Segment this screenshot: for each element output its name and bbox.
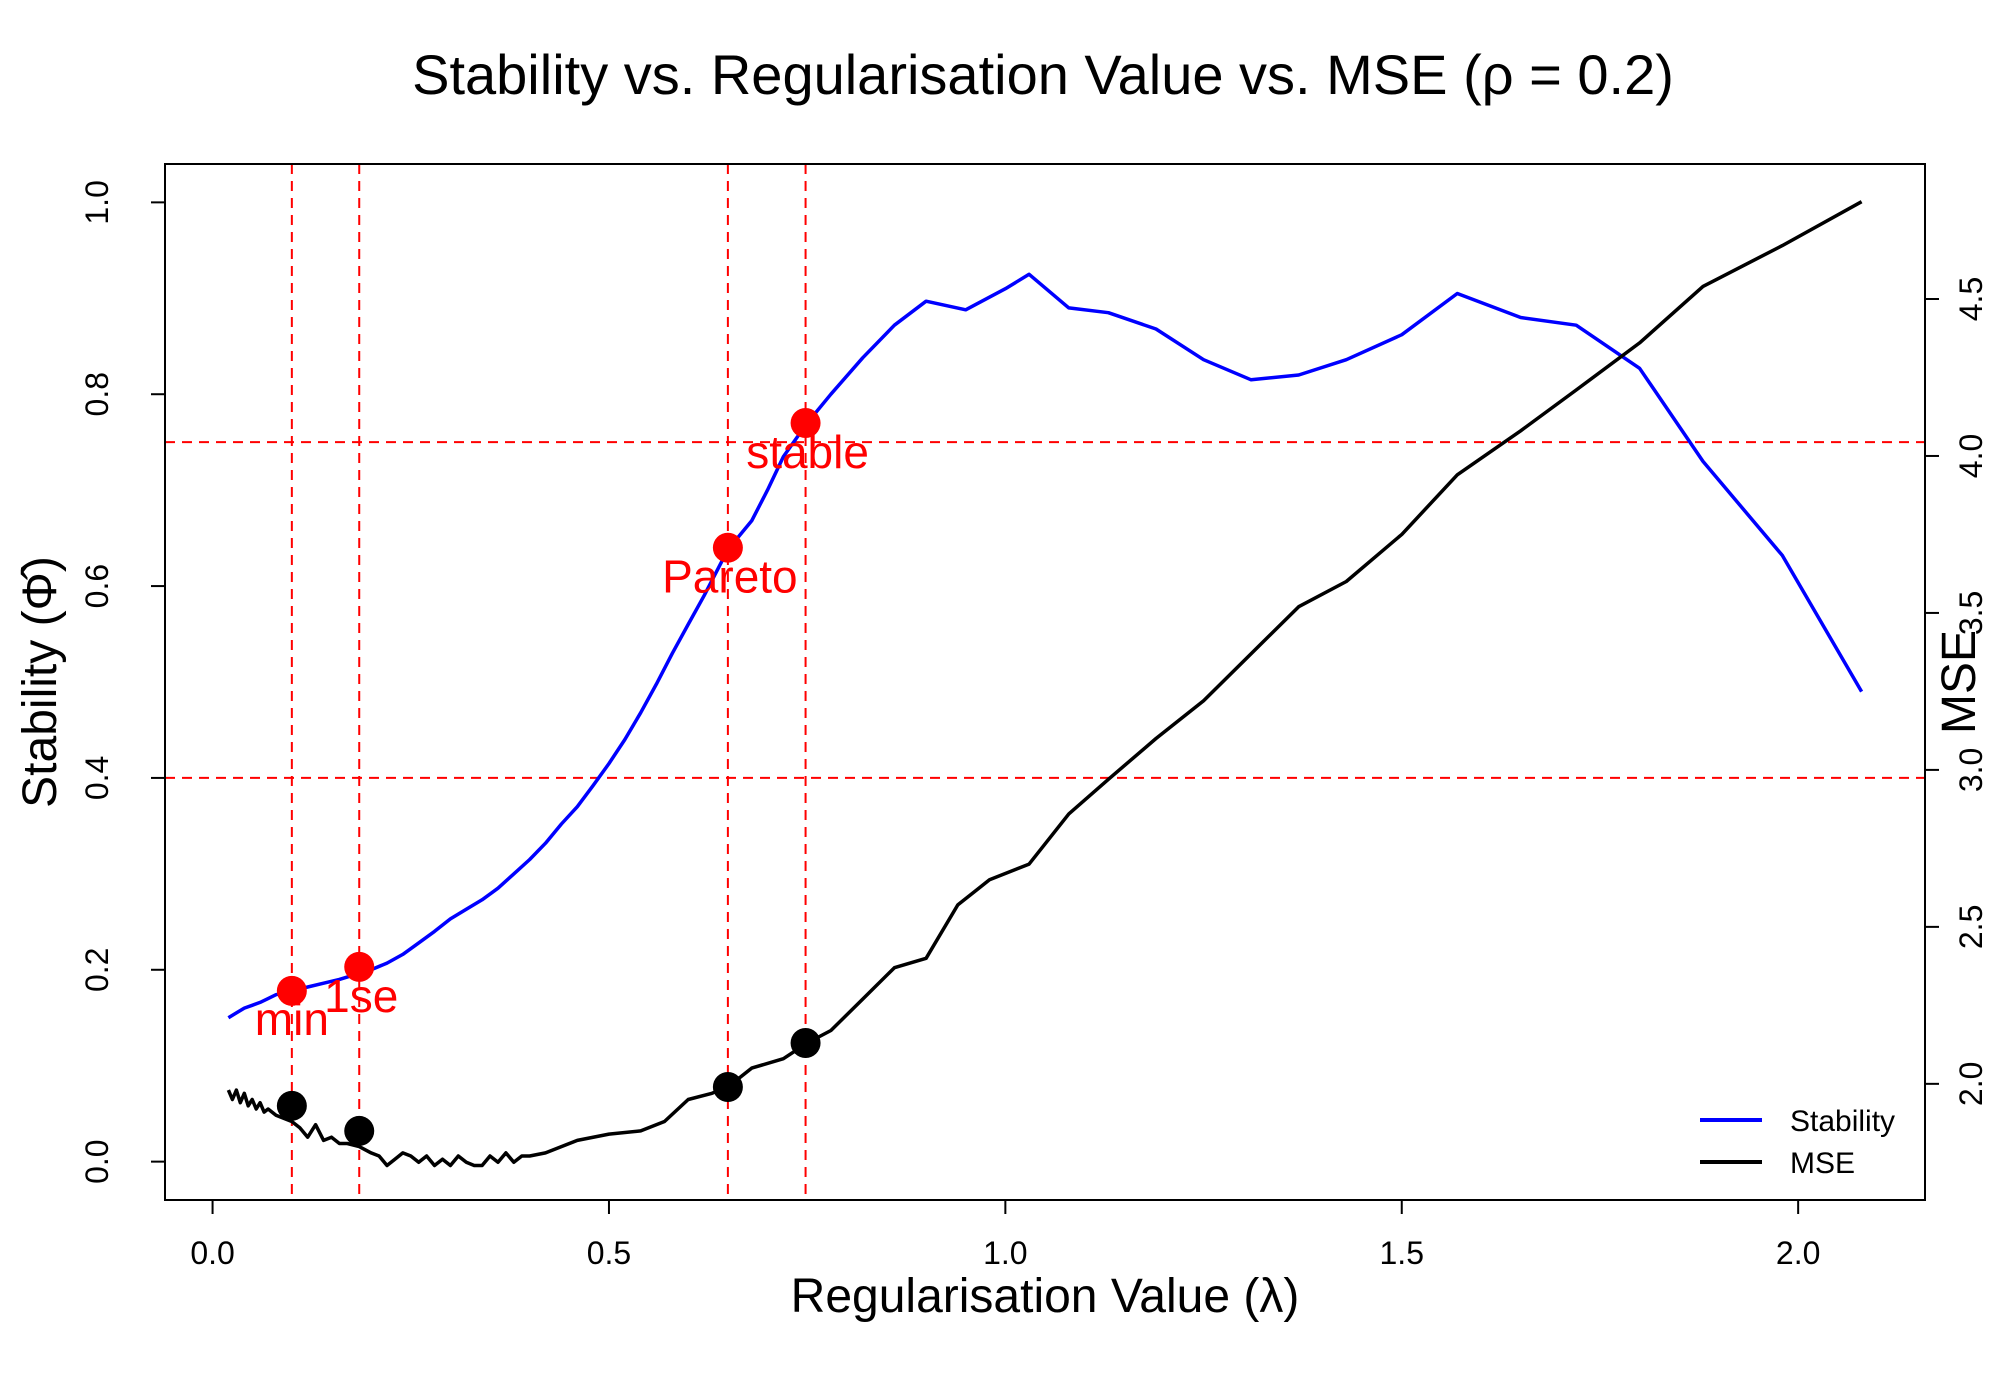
y-right-tick-label: 4.5 — [1953, 277, 1989, 321]
legend-mse-label: MSE — [1790, 1147, 1855, 1180]
x-tick-label: 1.0 — [983, 1235, 1027, 1271]
mse-point-1se — [344, 1115, 375, 1146]
mse-point-pareto — [712, 1071, 743, 1102]
point-label-min: min — [255, 993, 329, 1045]
x-tick-label: 0.5 — [587, 1235, 631, 1271]
y-axis-right: 2.0 2.5 3.0 3.5 4.0 4.5 — [1925, 277, 1989, 1106]
stability-point-min — [276, 975, 307, 1006]
y-axis-right-label: MSE — [1933, 630, 1986, 734]
y-left-tick-label: 0.4 — [79, 756, 115, 800]
y-right-tick-label: 4.0 — [1953, 434, 1989, 478]
stability-point-1se — [344, 951, 375, 982]
point-label-1se: 1se — [324, 970, 398, 1022]
y-axis-left: 0.0 0.2 0.4 0.6 0.8 1.0 — [79, 180, 165, 1184]
legend: Stability MSE — [1700, 1105, 1895, 1180]
stability-point-pareto — [712, 532, 743, 563]
series-line-stability — [227, 272, 1864, 1020]
x-axis: 0.0 0.5 1.0 1.5 2.0 — [190, 1199, 1820, 1271]
y-left-tick-label: 0.0 — [79, 1139, 115, 1183]
point-label-pareto: Pareto — [662, 551, 798, 603]
point-label-stable: stable — [746, 426, 869, 478]
y-left-tick-label: 0.2 — [79, 948, 115, 992]
y-right-tick-label: 2.5 — [1953, 905, 1989, 949]
chart-title: Stability vs. Regularisation Value vs. M… — [412, 43, 1674, 106]
y-left-tick-label: 1.0 — [79, 180, 115, 224]
mse-point-stable — [790, 1028, 821, 1059]
stability-point-stable — [790, 408, 821, 438]
reference-lines — [165, 164, 1925, 1200]
x-tick-label: 2.0 — [1776, 1235, 1820, 1271]
x-tick-label: 1.5 — [1380, 1235, 1424, 1271]
y-right-tick-label: 3.0 — [1953, 748, 1989, 792]
y-right-tick-label: 2.0 — [1953, 1062, 1989, 1106]
y-left-tick-label: 0.6 — [79, 564, 115, 608]
y-axis-left-label: Stability (Φ̂) — [14, 556, 67, 808]
x-tick-label: 0.0 — [190, 1235, 234, 1271]
mse-point-min — [276, 1090, 307, 1121]
legend-stability-label: Stability — [1790, 1105, 1895, 1138]
y-right-tick-label: 3.5 — [1953, 591, 1989, 635]
x-axis-label: Regularisation Value (λ) — [791, 1270, 1300, 1323]
y-left-tick-label: 0.8 — [79, 372, 115, 416]
